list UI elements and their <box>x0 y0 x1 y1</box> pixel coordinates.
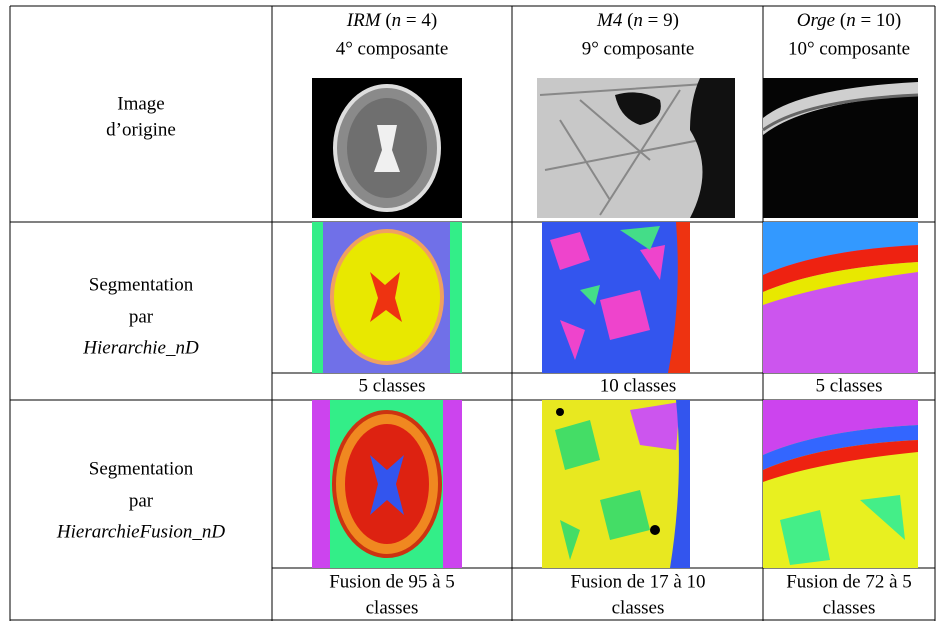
column-title: IRM (n = 4) <box>346 10 437 31</box>
row-label: d’origine <box>106 119 176 140</box>
title-run: ( <box>835 10 846 31</box>
title-run: ( <box>622 10 633 31</box>
column-title: Orge (n = 10) <box>797 10 901 31</box>
column-title: M4 (n = 9) <box>596 10 679 31</box>
m4-segmentation-image <box>542 222 690 373</box>
m4-fusion-image <box>542 400 690 568</box>
row-label: par <box>129 306 154 327</box>
caption: 10 classes <box>600 375 677 396</box>
title-run: = 10) <box>856 10 902 31</box>
title-run: = 4) <box>401 10 437 31</box>
title-run: n <box>846 10 856 31</box>
mri-fusion-image <box>312 400 462 568</box>
m4-original-image <box>537 78 736 218</box>
row-label: par <box>129 490 154 511</box>
caption: Fusion de 95 à 5 <box>329 571 455 592</box>
column-subtitle: 9° composante <box>582 38 695 59</box>
barley-segmentation-image <box>763 222 918 373</box>
row-label: Segmentation <box>89 274 194 295</box>
column-subtitle: 4° composante <box>336 38 449 59</box>
row-label: Image <box>117 93 164 114</box>
caption: classes <box>823 597 876 618</box>
caption: Fusion de 72 à 5 <box>786 571 912 592</box>
barley-fusion-image <box>763 400 918 568</box>
title-run: IRM <box>346 10 382 31</box>
title-run: n <box>633 10 643 31</box>
barley-original-image <box>762 78 919 218</box>
mri-original-image <box>312 78 462 218</box>
title-run: ( <box>381 10 392 31</box>
row-label: Segmentation <box>89 458 194 479</box>
caption: classes <box>612 597 665 618</box>
method-name: Hierarchie_nD <box>82 337 199 358</box>
caption: classes <box>366 597 419 618</box>
title-run: n <box>392 10 402 31</box>
caption: Fusion de 17 à 10 <box>570 571 705 592</box>
title-run: M4 <box>596 10 623 31</box>
mri-segmentation-image <box>312 222 462 373</box>
caption: 5 classes <box>815 375 882 396</box>
title-run: Orge <box>797 10 835 31</box>
method-name: HierarchieFusion_nD <box>56 521 225 542</box>
caption: 5 classes <box>358 375 425 396</box>
column-subtitle: 10° composante <box>788 38 910 59</box>
title-run: = 9) <box>643 10 679 31</box>
